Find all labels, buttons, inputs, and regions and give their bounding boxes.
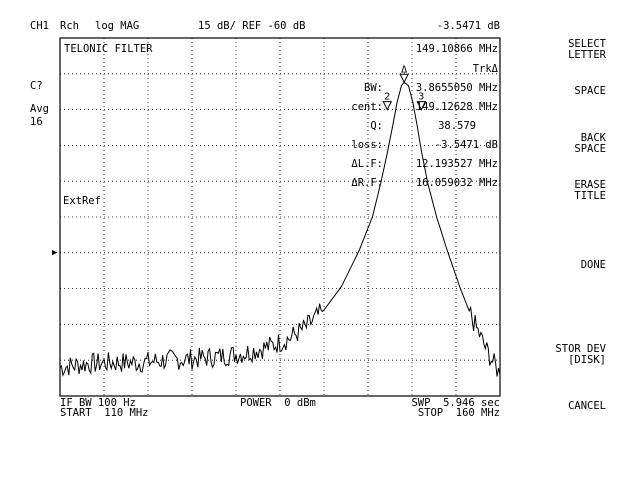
- stat-value: 16.059032 MHz: [415, 177, 498, 189]
- cal-status: C?: [30, 80, 43, 92]
- avg-factor: 16: [30, 116, 43, 128]
- stat-value: 12.193527 MHz: [415, 158, 498, 170]
- format-label: log MAG: [95, 20, 140, 32]
- marker-value-readout: -3.5471 dB: [436, 20, 500, 32]
- softkey-stor-dev[interactable]: STOR DEV [DISK]: [555, 343, 606, 366]
- power-label: POWER 0 dBm: [240, 397, 316, 409]
- stat-label: ΔR.F:: [351, 177, 383, 189]
- stat-label: cent:: [351, 101, 383, 113]
- softkey-done[interactable]: DONE: [580, 259, 606, 271]
- softkey-back-space[interactable]: BACK SPACE: [574, 132, 606, 155]
- marker-triangle-icon: [382, 101, 393, 111]
- sweep-time-label: SWP 5.946 sec: [411, 397, 500, 409]
- stat-label: ΔL.F:: [351, 158, 383, 170]
- scale-ref-label: 15 dB/ REF -60 dB: [198, 20, 306, 32]
- if-bw-label: IF BW 100 Hz: [60, 397, 136, 409]
- marker-triangle-icon: [416, 101, 427, 111]
- softkey-select-letter[interactable]: SELECT LETTER: [568, 38, 606, 61]
- softkey-cancel[interactable]: CANCEL: [568, 400, 606, 412]
- stat-label: BW:: [364, 82, 383, 94]
- start-frequency-label: START 110 MHz: [60, 407, 149, 419]
- trace-line: [59, 81, 501, 377]
- stat-label: loss:: [351, 139, 383, 151]
- ref-position-arrow-icon: ▶: [52, 248, 58, 258]
- channel-label: CH1: [30, 20, 49, 32]
- marker-label: Δ: [401, 64, 407, 75]
- tracking-label: TrkΔ: [472, 63, 498, 75]
- softkey-space[interactable]: SPACE: [574, 85, 606, 97]
- marker-frequency-readout: 149.10866 MHz: [415, 43, 498, 55]
- display-title: TELONIC FILTER: [64, 43, 153, 55]
- stop-frequency-label: STOP 160 MHz: [417, 407, 500, 419]
- graticule: [59, 37, 501, 397]
- stat-value: 38.579: [438, 120, 476, 132]
- stat-label: Q:: [370, 120, 383, 132]
- softkey-erase-title[interactable]: ERASE TITLE: [574, 179, 606, 202]
- ext-ref-label: ExtRef: [63, 195, 101, 207]
- stat-value: 149.12628 MHz: [415, 101, 498, 113]
- stat-value: -3.5471 dB: [434, 139, 498, 151]
- stat-value: 3.8655050 MHz: [415, 82, 498, 94]
- marker-triangle-icon: [399, 73, 409, 84]
- measurement-label: Rch: [60, 20, 79, 32]
- avg-label: Avg: [30, 103, 49, 115]
- markers-group: Δ 2 3: [382, 64, 427, 111]
- marker-label: 3: [418, 92, 424, 103]
- marker-label: 2: [384, 92, 390, 103]
